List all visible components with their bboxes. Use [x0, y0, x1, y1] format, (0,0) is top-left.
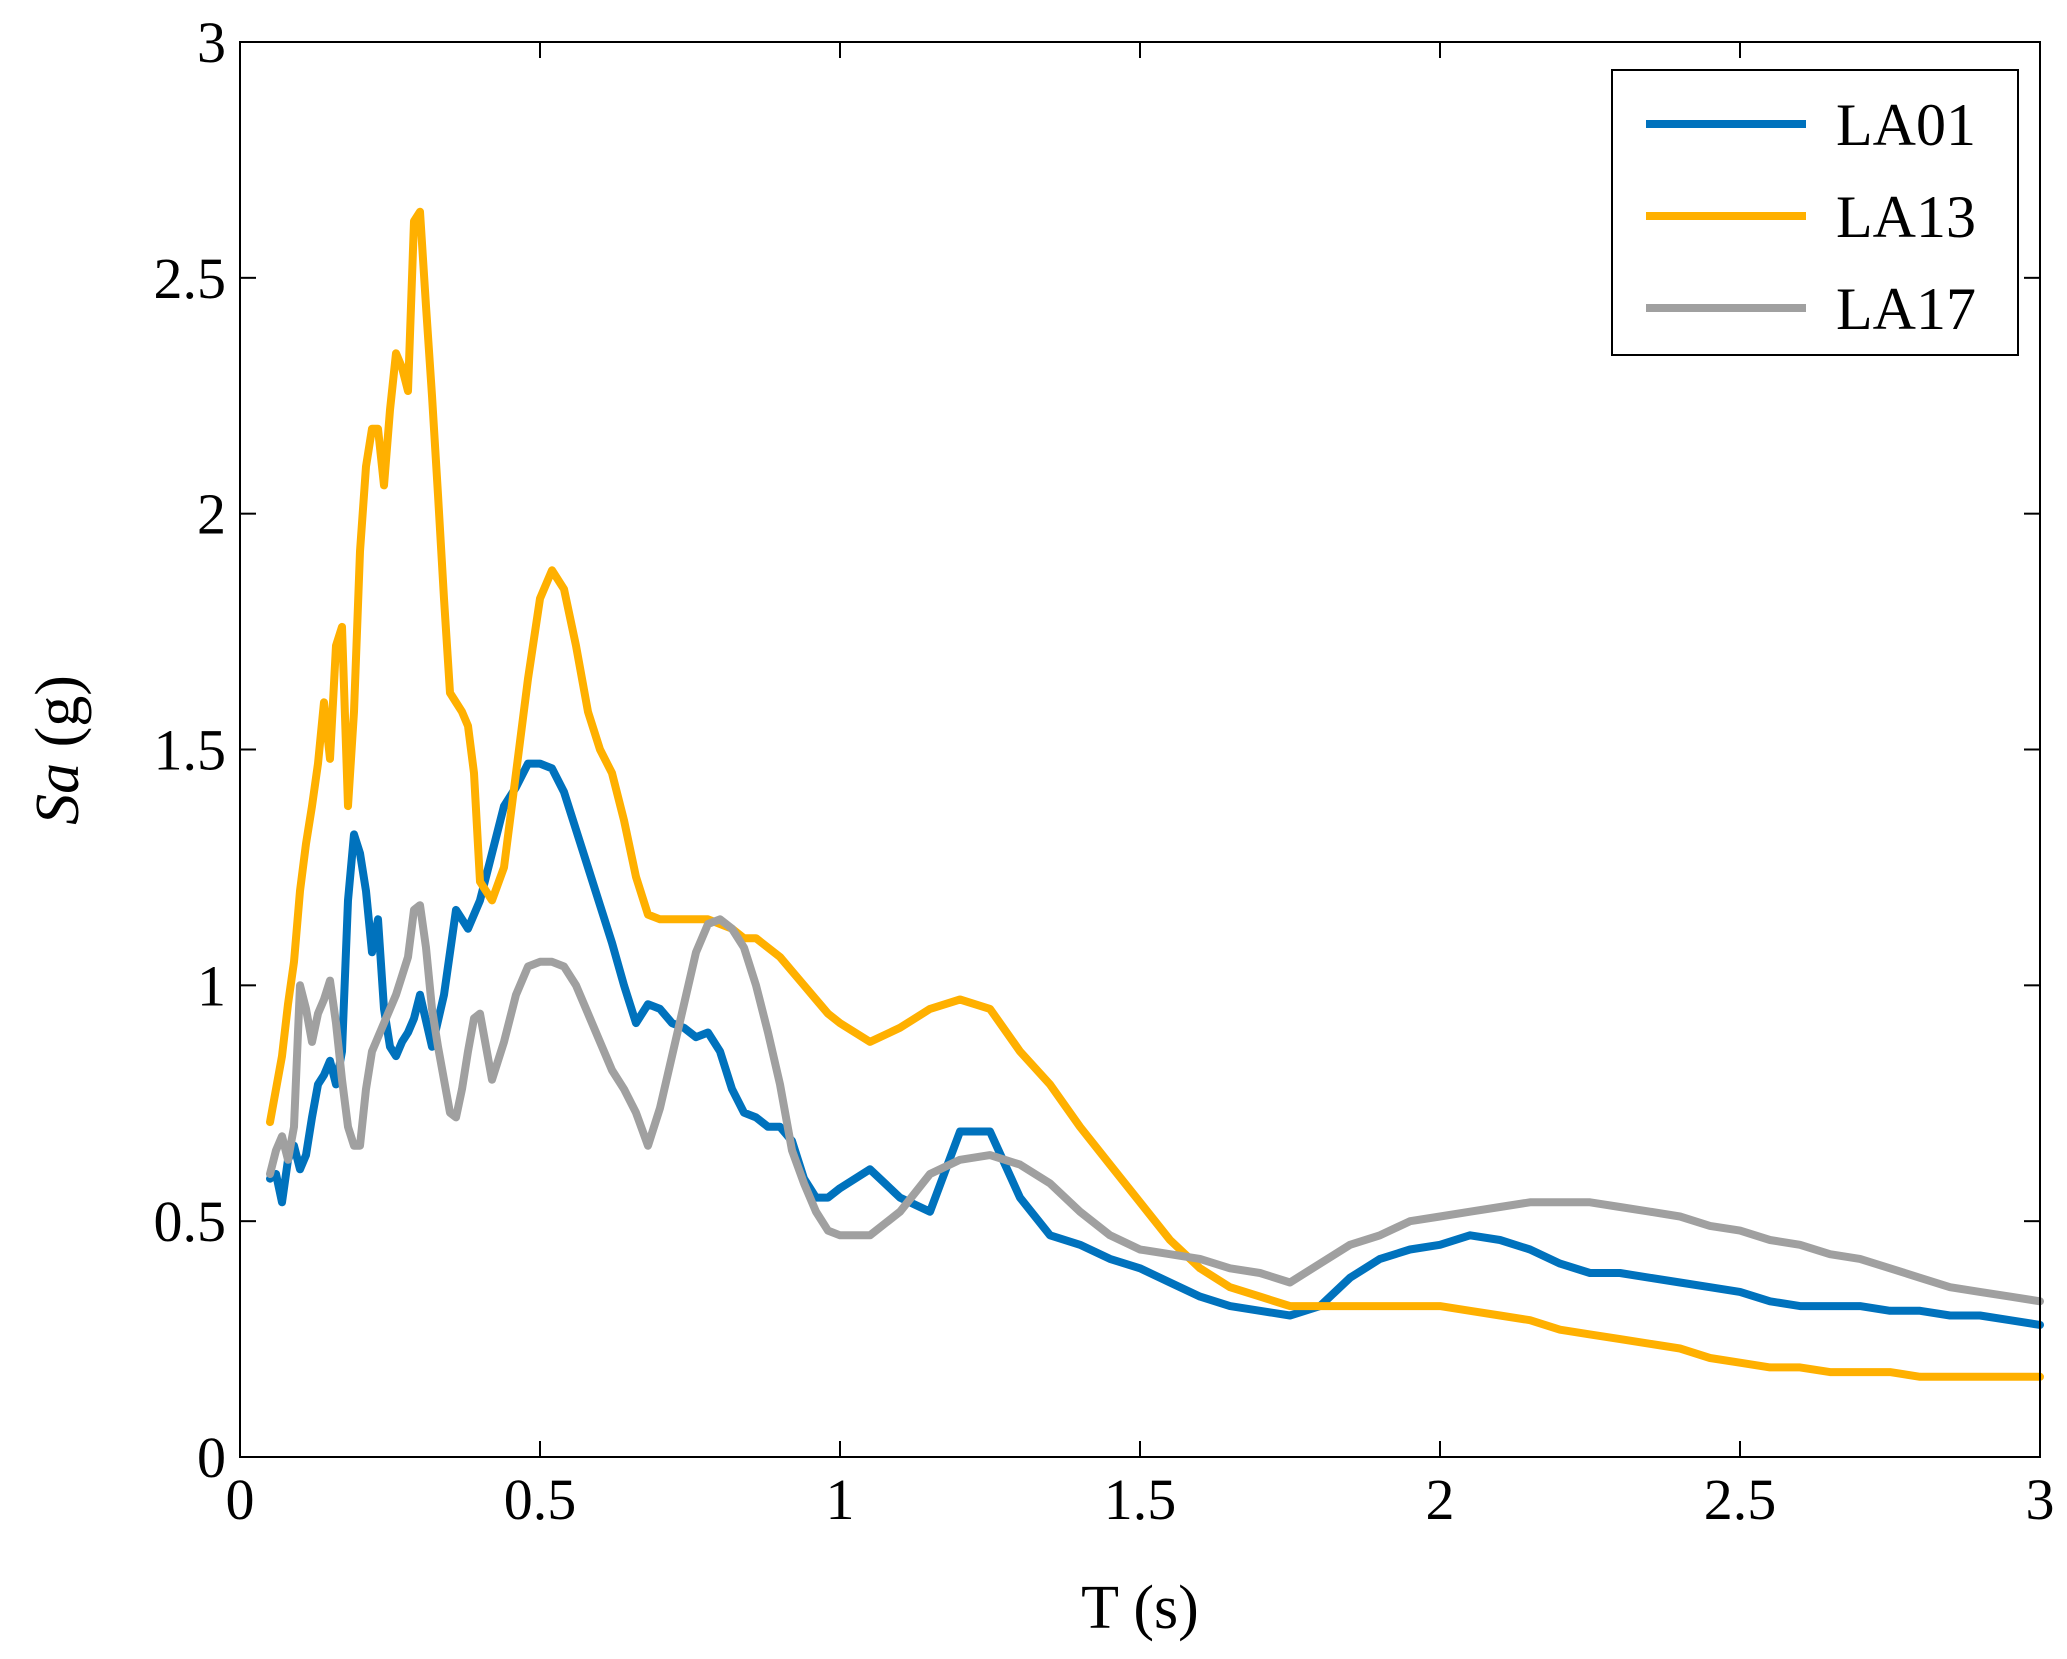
- x-tick-labels: 0 0.5 1 1.5 2 2.5 3: [226, 1467, 2055, 1532]
- ticks-layer: [239, 41, 2041, 1458]
- y-axis-title: Sa (g): [24, 675, 92, 825]
- y-tick-label-3: 1.5: [154, 718, 227, 783]
- legend-label-la13: LA13: [1836, 184, 1976, 250]
- y-tick-label-1: 0.5: [154, 1189, 227, 1254]
- x-tick-label-2: 1: [826, 1467, 855, 1532]
- x-tick-label-1: 0.5: [504, 1467, 577, 1532]
- legend-label-la17: LA17: [1836, 276, 1976, 342]
- x-tick-label-0: 0: [226, 1467, 255, 1532]
- y-axis-title-unit: (g): [24, 675, 92, 747]
- y-tick-label-0: 0: [197, 1425, 226, 1490]
- x-tick-label-3: 1.5: [1104, 1467, 1177, 1532]
- x-tick-label-5: 2.5: [1704, 1467, 1777, 1532]
- y-axis-title-symbol: Sa: [24, 763, 92, 825]
- y-tick-label-6: 3: [197, 10, 226, 75]
- x-tick-label-6: 3: [2026, 1467, 2055, 1532]
- y-tick-labels: 0 0.5 1 1.5 2 2.5 3: [154, 10, 227, 1490]
- series-line-la13: [266, 207, 2044, 1381]
- legend-items: LA01 LA13 LA17: [1646, 92, 1976, 342]
- series-line-la17: [266, 901, 2044, 1306]
- legend: LA01 LA13 LA17: [1611, 69, 2019, 356]
- y-tick-label-2: 1: [197, 953, 226, 1018]
- legend-label-la01: LA01: [1836, 92, 1976, 158]
- series-line-la01: [266, 759, 2044, 1329]
- series-layer: [266, 207, 2044, 1381]
- x-tick-label-4: 2: [1426, 1467, 1455, 1532]
- y-tick-label-4: 2: [197, 482, 226, 547]
- y-tick-label-5: 2.5: [154, 246, 227, 311]
- x-axis-title: T (s): [1081, 1574, 1199, 1642]
